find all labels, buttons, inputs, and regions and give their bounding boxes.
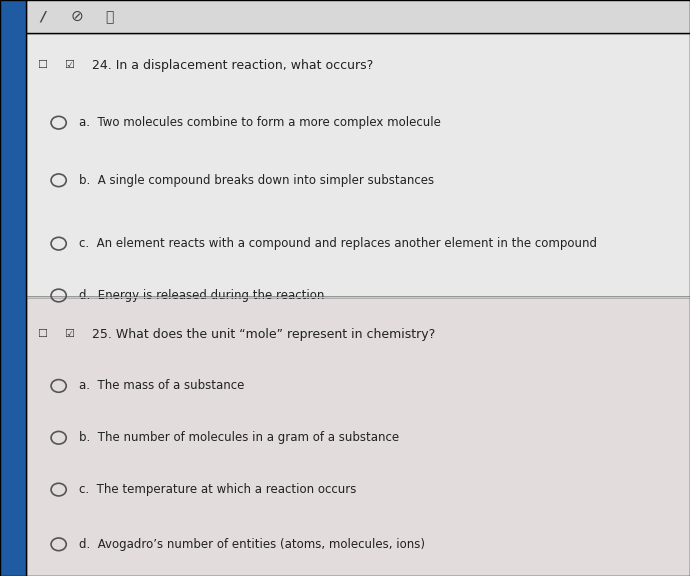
Text: ⊘: ⊘	[71, 9, 83, 24]
Text: c.  An element reacts with a compound and replaces another element in the compou: c. An element reacts with a compound and…	[79, 237, 598, 250]
Text: ☑: ☑	[64, 329, 74, 339]
FancyBboxPatch shape	[26, 33, 690, 297]
FancyBboxPatch shape	[26, 297, 690, 576]
Text: ☑: ☑	[64, 60, 74, 70]
Text: a.  Two molecules combine to form a more complex molecule: a. Two molecules combine to form a more …	[79, 116, 441, 129]
Text: 25. What does the unit “mole” represent in chemistry?: 25. What does the unit “mole” represent …	[92, 328, 435, 340]
Text: c.  The temperature at which a reaction occurs: c. The temperature at which a reaction o…	[79, 483, 357, 496]
Text: b.  A single compound breaks down into simpler substances: b. A single compound breaks down into si…	[79, 174, 435, 187]
Text: d.  Avogadro’s number of entities (atoms, molecules, ions): d. Avogadro’s number of entities (atoms,…	[79, 538, 425, 551]
Text: ☐: ☐	[37, 60, 46, 70]
FancyBboxPatch shape	[0, 0, 26, 576]
Text: d.  Energy is released during the reaction: d. Energy is released during the reactio…	[79, 289, 325, 302]
Text: ☐: ☐	[37, 329, 46, 339]
Text: ⎓: ⎓	[106, 10, 114, 24]
Text: /: /	[40, 10, 45, 24]
Text: a.  The mass of a substance: a. The mass of a substance	[79, 380, 245, 392]
Text: b.  The number of molecules in a gram of a substance: b. The number of molecules in a gram of …	[79, 431, 400, 444]
Text: 24. In a displacement reaction, what occurs?: 24. In a displacement reaction, what occ…	[92, 59, 373, 71]
FancyBboxPatch shape	[26, 0, 690, 33]
